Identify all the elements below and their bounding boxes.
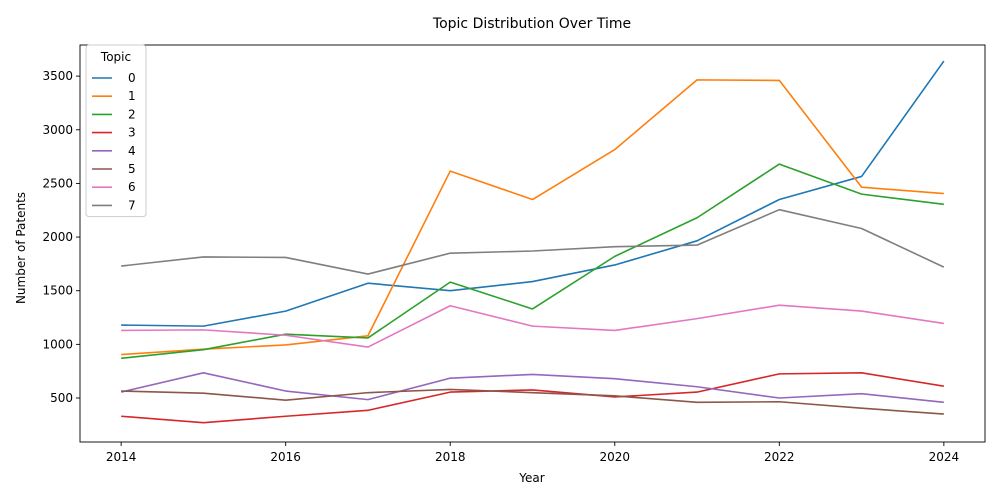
series-line-5 bbox=[121, 388, 944, 415]
y-tick-label: 3500 bbox=[42, 69, 73, 83]
plot-area: 2014 2016 2018 2020 2022 20245001000150020002… bbox=[42, 44, 986, 464]
x-tick-label: 2020 bbox=[599, 450, 630, 464]
series-line-6 bbox=[121, 304, 944, 348]
legend-label-4: 4 bbox=[128, 144, 136, 158]
legend-title: Topic bbox=[100, 50, 131, 64]
series-line-1 bbox=[121, 79, 944, 356]
legend-box bbox=[85, 44, 147, 218]
x-tick-label: 2018 bbox=[435, 450, 466, 464]
x-tick-label: 2022 bbox=[764, 450, 795, 464]
y-tick-label: 500 bbox=[50, 391, 73, 405]
x-axis-title: Year bbox=[518, 471, 544, 485]
y-tick-label: 1500 bbox=[42, 284, 73, 298]
legend-label-5: 5 bbox=[128, 162, 136, 176]
x-tick-label: 2024 bbox=[929, 450, 960, 464]
legend-label-0: 0 bbox=[128, 71, 136, 85]
x-tick-label: 2014 bbox=[106, 450, 137, 464]
chart-title: Topic Distribution Over Time bbox=[432, 16, 631, 32]
series-line-3 bbox=[121, 371, 944, 424]
legend-label-6: 6 bbox=[128, 180, 136, 194]
y-tick-label: 3000 bbox=[42, 123, 73, 137]
legend-label-1: 1 bbox=[128, 89, 136, 103]
legend-label-3: 3 bbox=[128, 126, 136, 140]
y-tick-label: 2500 bbox=[42, 176, 73, 190]
y-axis-title: Number of Patents bbox=[14, 192, 28, 304]
series-line-2 bbox=[121, 163, 944, 360]
axes-frame bbox=[79, 44, 986, 443]
legend-label-2: 2 bbox=[128, 107, 136, 121]
y-tick-label: 1000 bbox=[42, 337, 73, 351]
x-tick-label: 2016 bbox=[270, 450, 301, 464]
series-line-4 bbox=[120, 371, 944, 404]
series-line-7 bbox=[121, 208, 945, 275]
legend-label-7: 7 bbox=[128, 198, 136, 212]
series-line-0 bbox=[121, 60, 945, 327]
y-tick-label: 2000 bbox=[42, 230, 73, 244]
